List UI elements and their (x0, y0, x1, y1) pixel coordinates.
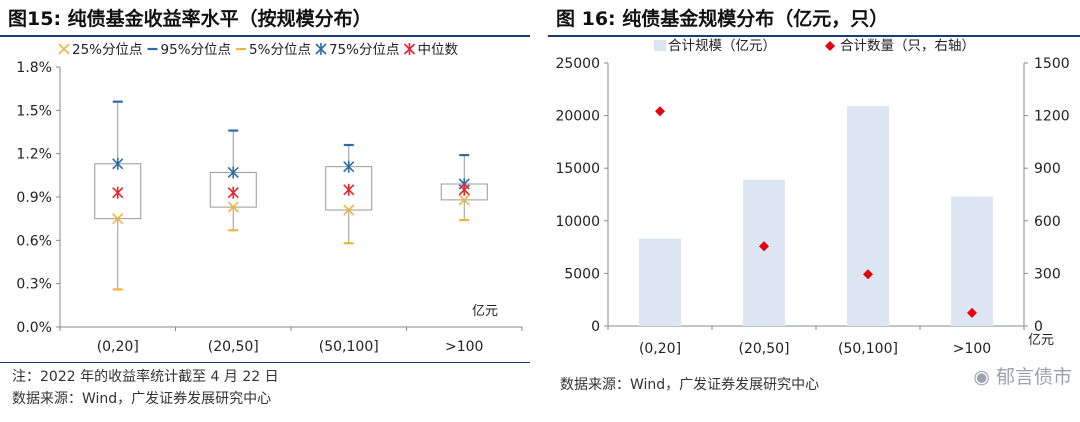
legend-label-median: 中位数 (417, 42, 458, 58)
y-left-tick-label: 10000 (555, 214, 600, 230)
legend-label-p75: 75%分位点 (329, 42, 400, 58)
point-median (343, 183, 355, 196)
y-tick-label: 1.5% (16, 103, 52, 119)
x-tick-label: >100 (445, 339, 483, 355)
y-tick-label: 0.3% (16, 277, 52, 293)
point-p75 (112, 157, 124, 170)
legend-marker-bar (654, 40, 666, 51)
legend-marker-p75 (315, 43, 327, 55)
x-tick-label: (50,100] (838, 341, 898, 357)
legend-marker-p25-stroke (58, 43, 70, 55)
y-right-tick-label: 0 (1034, 319, 1043, 335)
y-right-tick-label: 300 (1034, 266, 1061, 282)
point-p75 (227, 166, 239, 179)
title-rule (0, 35, 530, 37)
point-fund-count (655, 106, 665, 117)
point-fund-count (863, 269, 873, 280)
yield-chart-note: 注：2022 年的收益率统计截至 4 月 22 日 (12, 369, 279, 385)
title-rule (548, 35, 1080, 37)
point-p25-stroke (458, 194, 470, 206)
x-tick-label: (20,50] (738, 341, 789, 357)
watermark: ◉ 郁言债市 (973, 362, 1072, 389)
legend-label-p25: 25%分位点 (72, 42, 143, 58)
yield-chart-source: 数据来源：Wind，广发证券发展研究中心 (12, 391, 272, 407)
bar-total-size (743, 179, 785, 326)
point-p25 (112, 213, 124, 225)
point-p25 (227, 201, 239, 213)
legend-label-bar: 合计规模（亿元） (668, 38, 776, 54)
size-chart-source: 数据来源：Wind，广发证券发展研究中心 (560, 377, 820, 393)
size-chart-title: 图 16: 纯债基金规模分布（亿元，只） (556, 8, 889, 30)
legend-marker-p25 (58, 43, 70, 55)
bar-total-size (639, 238, 681, 326)
x-tick-label: (0,20] (97, 339, 139, 355)
bar-total-size (847, 106, 889, 326)
size-bar-chart: 0 5000 10000 15000 20000 25000 0 300 600 900 1200 1… (555, 38, 1070, 357)
y-left-tick-label: 20000 (555, 109, 600, 125)
point-median (227, 186, 239, 199)
point-p25 (343, 204, 355, 216)
y-tick-label: 1.8% (16, 60, 52, 76)
legend-marker-scatter (825, 41, 835, 51)
y-tick-label: 0.6% (16, 233, 52, 249)
watermark-text: 郁言债市 (995, 366, 1072, 388)
yield-chart-panel: 图15: 纯债基金收益率水平（按规模分布） 0.0% 0.3% 0.6% 0.9% 1.… (0, 0, 530, 422)
legend-label-p5: 5%分位点 (249, 42, 311, 58)
point-p25-stroke (343, 204, 355, 216)
x-unit-label: 亿元 (1028, 333, 1054, 348)
legend-marker-median (403, 43, 416, 55)
y-left-tick-label: 15000 (555, 161, 600, 177)
legend-label-scatter: 合计数量（只，右轴） (840, 38, 975, 54)
x-tick-label: (50,100] (319, 339, 379, 355)
x-tick-label: >100 (953, 341, 991, 357)
point-p75 (343, 160, 355, 173)
point-p25-stroke (227, 201, 239, 213)
point-fund-count (967, 307, 977, 318)
y-right-tick-label: 1200 (1034, 109, 1070, 125)
x-tick-label: (20,50] (208, 339, 259, 355)
bar-total-size (951, 196, 993, 326)
y-left-tick-label: 25000 (555, 56, 600, 72)
point-fund-count (759, 241, 769, 252)
y-right-tick-label: 1500 (1034, 56, 1070, 72)
y-right-tick-label: 600 (1034, 214, 1061, 230)
wechat-icon: ◉ (973, 366, 990, 388)
y-right-tick-label: 900 (1034, 161, 1061, 177)
note-rule (0, 362, 530, 363)
size-chart-panel: 图 16: 纯债基金规模分布（亿元，只） 0 5000 10000 15000 2000… (548, 0, 1080, 422)
legend-label-p95: 95%分位点 (161, 42, 232, 58)
yield-chart-title: 图15: 纯债基金收益率水平（按规模分布） (8, 8, 372, 30)
y-tick-label: 0.9% (16, 190, 52, 206)
point-median (458, 183, 470, 196)
point-p25 (458, 194, 470, 206)
y-left-tick-label: 5000 (564, 266, 600, 282)
y-left-tick-label: 0 (591, 319, 600, 335)
y-tick-label: 1.2% (16, 147, 52, 163)
x-unit-label: 亿元 (472, 304, 498, 319)
yield-boxplot-chart: 0.0% 0.3% 0.6% 0.9% 1.2% 1.5% 1.8% (0,20] (20,50… (16, 42, 523, 355)
point-p25-stroke (112, 213, 124, 225)
y-tick-label: 0.0% (16, 320, 52, 336)
point-median (112, 186, 124, 199)
x-tick-label: (0,20] (639, 341, 681, 357)
